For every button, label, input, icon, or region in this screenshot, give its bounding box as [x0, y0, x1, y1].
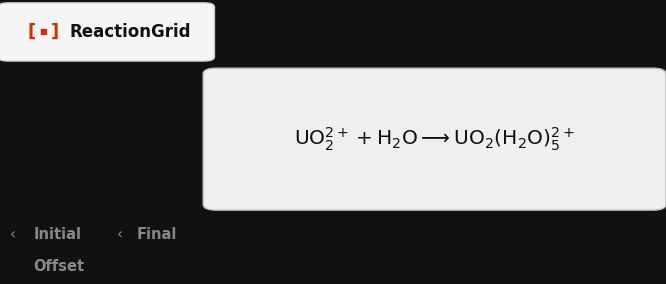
- FancyBboxPatch shape: [203, 68, 666, 210]
- FancyBboxPatch shape: [0, 3, 214, 61]
- Text: [: [: [27, 23, 35, 41]
- Text: Initial: Initial: [33, 227, 81, 242]
- Text: ReactionGrid: ReactionGrid: [69, 23, 190, 41]
- Text: Final: Final: [137, 227, 177, 242]
- Text: ‹: ‹: [117, 227, 123, 242]
- Text: ]: ]: [51, 23, 59, 41]
- Text: $\rm UO_2^{2+} + H_2O \longrightarrow UO_2(H_2O)_5^{2+}$: $\rm UO_2^{2+} + H_2O \longrightarrow UO…: [294, 126, 575, 153]
- Text: ‹: ‹: [10, 227, 16, 242]
- Text: ■: ■: [39, 28, 47, 36]
- Text: Offset: Offset: [33, 260, 85, 274]
